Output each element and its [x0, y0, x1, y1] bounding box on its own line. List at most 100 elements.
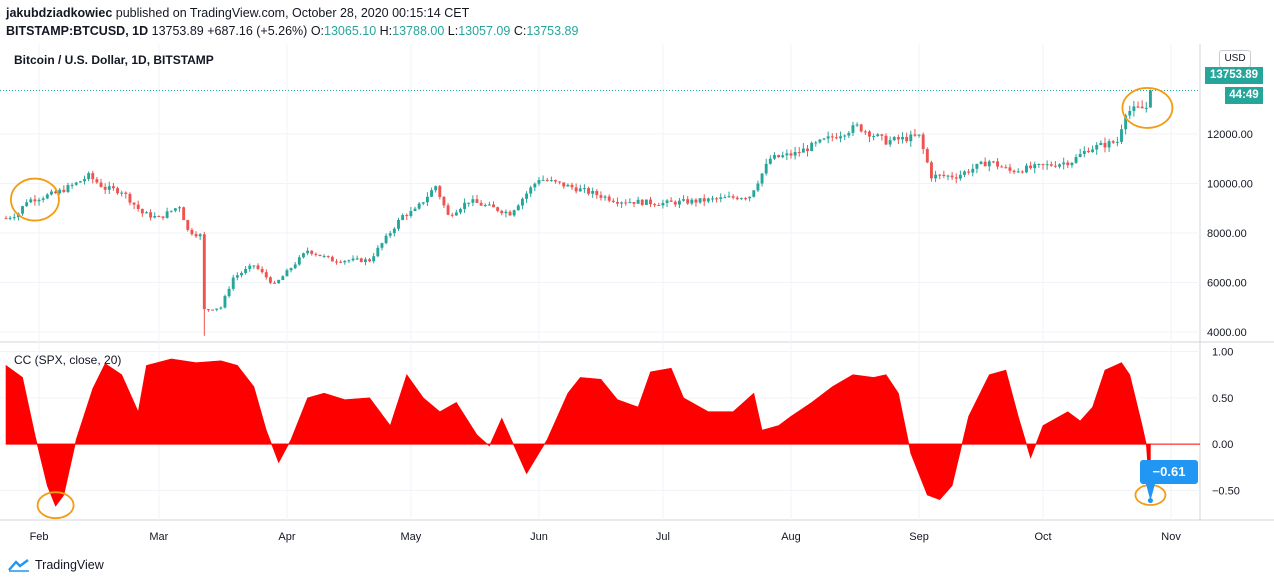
candle-body	[198, 234, 202, 237]
candle-body	[442, 196, 446, 206]
candle-body	[880, 134, 884, 136]
candle-body	[454, 212, 458, 216]
candle-body	[103, 186, 107, 190]
cc-indicator-area	[5, 358, 1200, 507]
candle-body	[409, 210, 413, 216]
candle-body	[145, 212, 148, 214]
candle-body	[8, 217, 12, 219]
candle-body	[310, 250, 314, 254]
candle-body	[500, 210, 504, 214]
candle-body	[1066, 162, 1070, 166]
footer-branding[interactable]: TradingView	[8, 558, 104, 572]
candle-body	[401, 215, 405, 220]
candle-body	[392, 228, 396, 234]
candle-body	[632, 202, 636, 204]
candle-body	[611, 200, 615, 202]
candle-body	[653, 204, 657, 206]
candle-body	[87, 173, 91, 180]
candle-body	[78, 181, 82, 183]
candle-body	[417, 203, 421, 209]
candle-body	[834, 137, 838, 139]
candle-body	[384, 235, 388, 244]
candle-body	[91, 173, 95, 180]
candle-body	[368, 259, 372, 262]
candle-body	[1140, 106, 1144, 109]
candle-body	[363, 259, 367, 263]
candle-body	[1074, 157, 1078, 163]
candle-body	[946, 175, 950, 177]
candle-body	[925, 149, 929, 163]
candle-body	[1053, 165, 1057, 167]
candle-body	[888, 140, 892, 145]
publish-info: published on TradingView.com, October 28…	[115, 6, 470, 20]
candle-body	[12, 217, 16, 219]
candle-body	[1124, 115, 1128, 130]
candle-body	[483, 205, 487, 207]
candle-body	[421, 202, 425, 204]
candle-body	[240, 272, 243, 276]
candle-body	[206, 309, 210, 311]
cc-callout-pointer	[1146, 484, 1155, 501]
candle-body	[950, 175, 954, 178]
candle-body	[330, 256, 334, 262]
candle-body	[773, 155, 776, 159]
candle-body	[987, 161, 991, 167]
candle-body	[99, 182, 103, 187]
candle-body	[1033, 164, 1037, 169]
candle-body	[178, 207, 181, 209]
candle-body	[219, 307, 223, 309]
bar-countdown-label: 44:49	[1225, 87, 1263, 104]
candle-body	[706, 198, 710, 202]
candle-body	[764, 163, 768, 174]
candle-body	[512, 210, 516, 216]
candle-body	[343, 260, 347, 263]
candle-body	[111, 186, 115, 189]
author-name[interactable]: jakubdziadkowiec	[6, 6, 113, 20]
time-tick-label: Aug	[781, 531, 801, 543]
candle-body	[1107, 141, 1111, 148]
candle-body	[1025, 165, 1028, 173]
candle-body	[719, 197, 723, 199]
candle-body	[628, 202, 632, 204]
candle-body	[673, 201, 677, 205]
candle-body	[116, 188, 119, 194]
candle-body	[752, 190, 756, 197]
candle-body	[644, 199, 648, 205]
candle-body	[83, 179, 86, 182]
candle-body	[281, 276, 285, 281]
candle-body	[446, 205, 450, 215]
candle-body	[934, 174, 938, 179]
candle-body	[847, 132, 851, 136]
candle-body	[735, 197, 739, 200]
chart-canvas[interactable]: 4000.00 6000.00 8000.00 10000.00 12000.00 1.0…	[0, 44, 1274, 554]
candle-body	[801, 148, 805, 153]
candle-body	[355, 258, 359, 260]
candle-body	[822, 138, 826, 140]
candle-body	[558, 181, 562, 183]
candle-body	[339, 261, 343, 263]
candle-body	[1041, 163, 1045, 165]
candle-body	[1148, 90, 1152, 108]
highlight-circle-cc-feb	[36, 491, 75, 520]
price-tick-label: 6000.00	[1207, 278, 1247, 290]
high-label: H:	[379, 24, 393, 38]
candle-body	[487, 204, 491, 206]
symbol-label[interactable]: BITSTAMP:BTCUSD, 1D	[6, 24, 149, 38]
cc-tick-label: 0.50	[1212, 393, 1233, 405]
candle-body	[376, 247, 380, 257]
candle-body	[223, 296, 227, 308]
candle-body	[636, 199, 640, 204]
candle-body	[277, 280, 281, 284]
currency-button[interactable]: USD	[1219, 50, 1251, 68]
candle-body	[744, 198, 747, 200]
candle-body	[826, 136, 830, 139]
time-tick-label: Jul	[656, 531, 670, 543]
candle-body	[1012, 170, 1016, 173]
price-axis: 4000.00 6000.00 8000.00 10000.00 12000.00 1.0…	[1207, 129, 1253, 497]
candle-body	[578, 188, 582, 192]
candle-body	[830, 136, 834, 138]
candle-body	[434, 186, 438, 191]
candle-body	[810, 142, 814, 152]
time-tick-label: Apr	[278, 531, 295, 543]
candle-body	[525, 193, 529, 199]
